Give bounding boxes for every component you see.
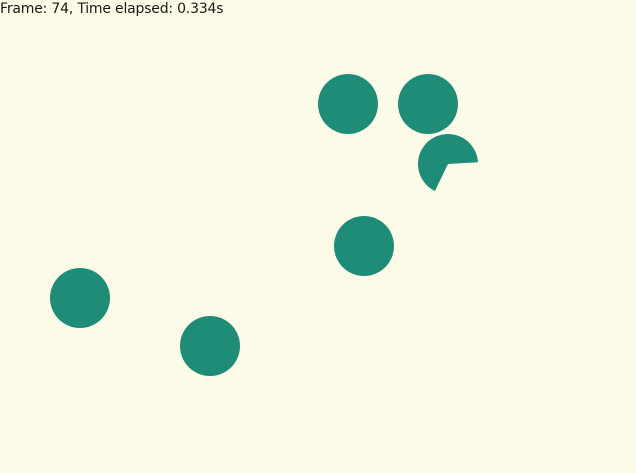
time-elapsed-value: 0.334s xyxy=(177,1,224,17)
time-label: , Time elapsed: xyxy=(68,1,178,17)
circle-1 xyxy=(318,74,378,134)
frame-status-text: Frame: 74, Time elapsed: 0.334s xyxy=(0,0,224,18)
frame-label: Frame: xyxy=(0,1,52,17)
circle-2 xyxy=(398,74,458,134)
frame-number: 74 xyxy=(51,1,69,17)
circle-4 xyxy=(50,268,110,328)
circle-3 xyxy=(334,216,394,276)
pacman-shape xyxy=(417,134,478,191)
circle-5 xyxy=(180,316,240,376)
